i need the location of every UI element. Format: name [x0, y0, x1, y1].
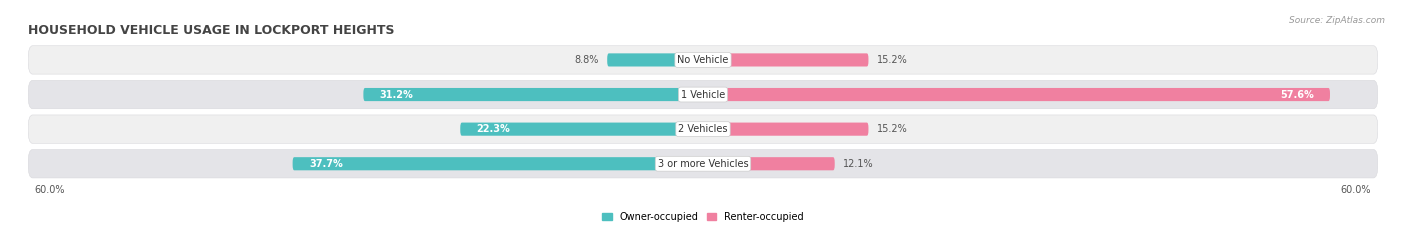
- FancyBboxPatch shape: [28, 80, 1378, 109]
- FancyBboxPatch shape: [292, 157, 703, 170]
- FancyBboxPatch shape: [703, 157, 835, 170]
- FancyBboxPatch shape: [703, 123, 869, 136]
- Text: 12.1%: 12.1%: [844, 159, 875, 169]
- Legend: Owner-occupied, Renter-occupied: Owner-occupied, Renter-occupied: [599, 208, 807, 226]
- Text: 22.3%: 22.3%: [477, 124, 510, 134]
- Text: 1 Vehicle: 1 Vehicle: [681, 89, 725, 99]
- Text: 37.7%: 37.7%: [309, 159, 343, 169]
- FancyBboxPatch shape: [28, 150, 1378, 178]
- FancyBboxPatch shape: [460, 123, 703, 136]
- Text: HOUSEHOLD VEHICLE USAGE IN LOCKPORT HEIGHTS: HOUSEHOLD VEHICLE USAGE IN LOCKPORT HEIG…: [28, 24, 395, 37]
- FancyBboxPatch shape: [607, 53, 703, 66]
- Text: Source: ZipAtlas.com: Source: ZipAtlas.com: [1289, 16, 1385, 25]
- FancyBboxPatch shape: [703, 53, 869, 66]
- FancyBboxPatch shape: [703, 88, 1330, 101]
- FancyBboxPatch shape: [28, 115, 1378, 143]
- Text: 15.2%: 15.2%: [877, 55, 908, 65]
- Text: 3 or more Vehicles: 3 or more Vehicles: [658, 159, 748, 169]
- Text: 15.2%: 15.2%: [877, 124, 908, 134]
- Text: 2 Vehicles: 2 Vehicles: [678, 124, 728, 134]
- Text: 57.6%: 57.6%: [1279, 89, 1313, 99]
- Text: 8.8%: 8.8%: [574, 55, 599, 65]
- Text: No Vehicle: No Vehicle: [678, 55, 728, 65]
- Text: 31.2%: 31.2%: [380, 89, 413, 99]
- FancyBboxPatch shape: [363, 88, 703, 101]
- FancyBboxPatch shape: [28, 46, 1378, 74]
